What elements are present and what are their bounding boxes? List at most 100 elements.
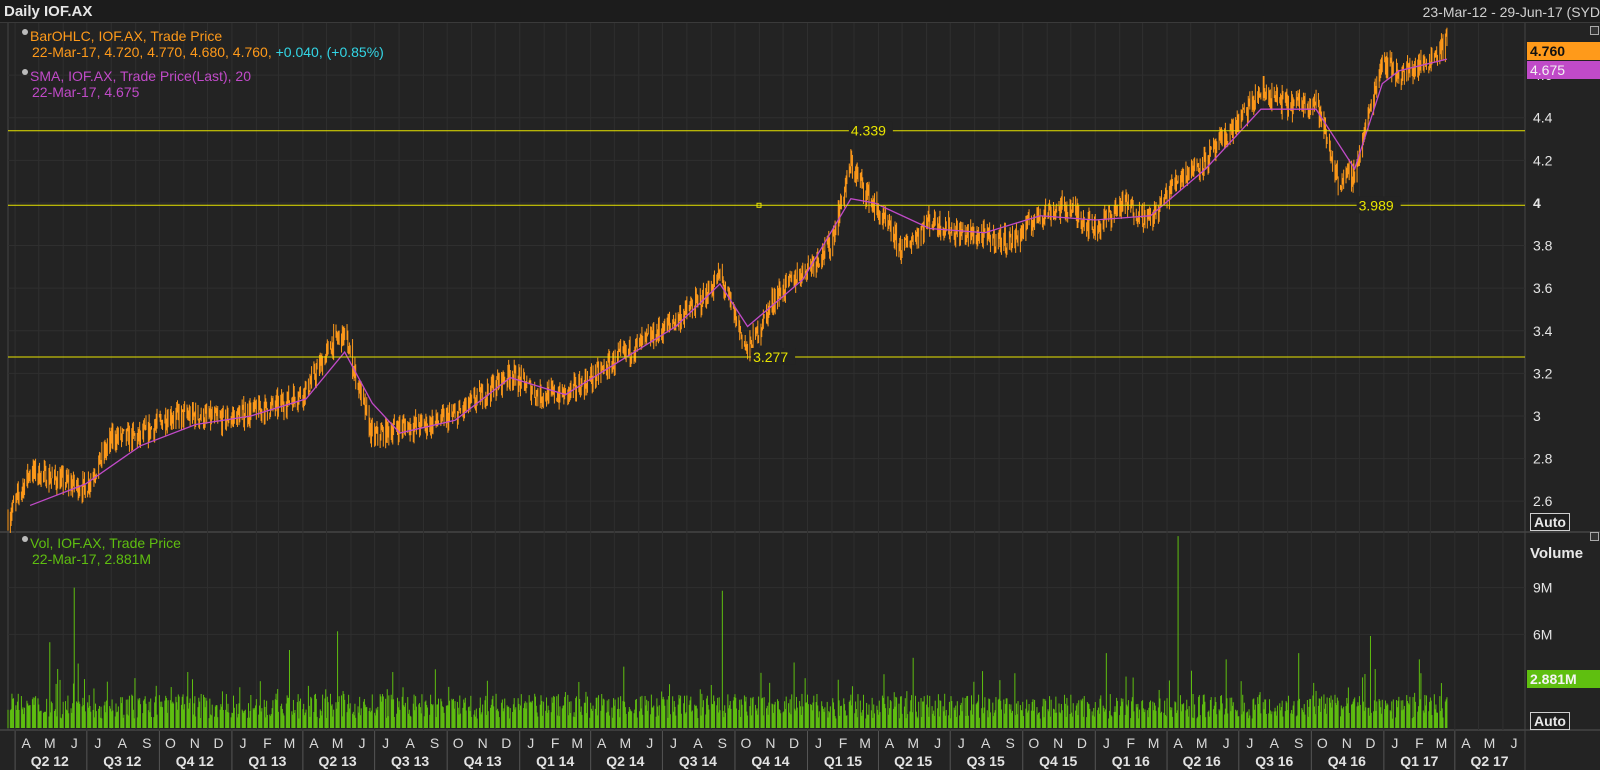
month-tick-label: N: [1342, 735, 1352, 751]
month-tick-label: O: [1317, 735, 1328, 751]
legend-sma-label: SMA, IOF.AX, Trade Price(Last),: [30, 68, 236, 84]
price-tick-label: 4.4: [1533, 110, 1553, 126]
quarter-tick-label: Q2 15: [894, 753, 932, 769]
quarter-tick-label: Q3 13: [391, 753, 429, 769]
month-tick-label: S: [1005, 735, 1014, 751]
legend-volume[interactable]: Vol, IOF.AX, Trade Price 22-Mar-17, 2.88…: [22, 535, 181, 567]
quarter-tick-label: Q1 14: [536, 753, 574, 769]
month-tick-label: D: [1365, 735, 1375, 751]
legend-bar-ohlc[interactable]: BarOHLC, IOF.AX, Trade Price 22-Mar-17, …: [22, 28, 384, 60]
quarter-tick-label: Q3 15: [967, 753, 1005, 769]
price-tick-label: 3: [1533, 408, 1541, 424]
month-tick-label: M: [907, 735, 919, 751]
month-tick-label: J: [1391, 735, 1398, 751]
month-tick-label: A: [693, 735, 703, 751]
quarter-tick-label: Q2 16: [1183, 753, 1221, 769]
month-tick-label: A: [981, 735, 991, 751]
volume-tick-label: 6M: [1533, 626, 1552, 642]
price-panel-corner-icon[interactable]: [1590, 26, 1599, 35]
sma-line: [29, 58, 1448, 507]
month-tick-label: M: [1196, 735, 1208, 751]
month-tick-label: S: [718, 735, 727, 751]
month-tick-label: J: [382, 735, 389, 751]
legend-toggle-icon[interactable]: [22, 29, 28, 35]
month-tick-label: F: [839, 735, 848, 751]
price-auto-scale-button[interactable]: Auto: [1530, 513, 1570, 531]
date-range[interactable]: 23-Mar-12 - 29-Jun-17 (SYD: [1422, 4, 1600, 20]
month-tick-label: J: [958, 735, 965, 751]
legend-bar-values: 22-Mar-17, 4.720, 4.770, 4.680, 4.760,: [32, 44, 272, 60]
month-tick-label: N: [190, 735, 200, 751]
month-tick-label: A: [309, 735, 319, 751]
ohlc-bars: [7, 27, 1448, 533]
quarter-tick-label: Q2 17: [1470, 753, 1508, 769]
month-tick-label: S: [1294, 735, 1303, 751]
quarter-tick-label: Q2 12: [31, 753, 69, 769]
month-tick-label: M: [1148, 735, 1160, 751]
month-tick-label: S: [142, 735, 151, 751]
month-tick-label: M: [859, 735, 871, 751]
month-tick-label: D: [789, 735, 799, 751]
month-tick-label: J: [815, 735, 822, 751]
month-tick-label: M: [332, 735, 344, 751]
quarter-tick-label: Q3 14: [679, 753, 717, 769]
month-tick-label: D: [501, 735, 511, 751]
legend-vol-values: 22-Mar-17, 2.881M: [32, 551, 152, 567]
month-tick-label: A: [21, 735, 31, 751]
month-tick-label: J: [1103, 735, 1110, 751]
price-tick-label: 4: [1533, 195, 1541, 211]
month-tick-label: O: [453, 735, 464, 751]
month-tick-label: A: [1173, 735, 1183, 751]
last-price-tag: 4.760: [1527, 42, 1600, 60]
quarter-tick-label: Q1 15: [824, 753, 862, 769]
quarter-tick-label: Q4 12: [176, 753, 214, 769]
hline-value-label: 3.989: [1359, 197, 1394, 213]
month-tick-label: J: [359, 735, 366, 751]
volume-axis-title: Volume: [1530, 545, 1584, 562]
quarter-tick-label: Q1 13: [248, 753, 286, 769]
quarter-tick-label: Q4 15: [1039, 753, 1077, 769]
legend-sma[interactable]: SMA, IOF.AX, Trade Price(Last), 20 22-Ma…: [22, 68, 251, 100]
hline-label-bg: [848, 121, 893, 139]
volume-panel-corner-icon[interactable]: [1590, 532, 1599, 541]
legend-sma-period: 20: [235, 68, 251, 84]
legend-vol-label: Vol, IOF.AX, Trade Price: [30, 535, 181, 551]
month-tick-label: J: [1510, 735, 1517, 751]
price-tick-label: 2.6: [1533, 493, 1553, 509]
legend-bar-change: +0.040, (+0.85%): [275, 44, 384, 60]
legend-toggle-icon[interactable]: [22, 69, 28, 75]
month-tick-label: D: [1077, 735, 1087, 751]
legend-sma-values: 22-Mar-17, 4.675: [32, 84, 140, 100]
price-tick-label: 2.8: [1533, 451, 1553, 467]
volume-tick-label: 9M: [1533, 580, 1552, 596]
hline-label-bg: [1356, 196, 1401, 214]
month-tick-label: N: [1053, 735, 1063, 751]
month-tick-label: O: [165, 735, 176, 751]
legend-toggle-icon[interactable]: [22, 536, 28, 542]
quarter-tick-label: Q4 14: [751, 753, 789, 769]
month-tick-label: A: [597, 735, 607, 751]
sma-price-tag: 4.675: [1527, 61, 1600, 79]
month-tick-label: J: [71, 735, 78, 751]
month-tick-label: A: [885, 735, 895, 751]
month-tick-label: S: [430, 735, 439, 751]
price-tick-label: 3.4: [1533, 323, 1553, 339]
price-tick-label: 3.6: [1533, 280, 1553, 296]
volume-value-tag: 2.881M: [1527, 670, 1600, 688]
month-tick-label: F: [1126, 735, 1135, 751]
hline-value-label: 4.339: [851, 123, 886, 139]
quarter-tick-label: Q4 16: [1328, 753, 1366, 769]
month-tick-label: A: [405, 735, 415, 751]
month-tick-label: J: [934, 735, 941, 751]
month-tick-label: J: [646, 735, 653, 751]
volume-auto-scale-button[interactable]: Auto: [1530, 712, 1570, 730]
quarter-tick-label: Q1 17: [1400, 753, 1438, 769]
month-tick-label: J: [670, 735, 677, 751]
quarter-tick-label: Q4 13: [464, 753, 502, 769]
month-tick-label: F: [263, 735, 272, 751]
price-tick-label: 4.2: [1533, 152, 1553, 168]
month-tick-label: F: [551, 735, 560, 751]
